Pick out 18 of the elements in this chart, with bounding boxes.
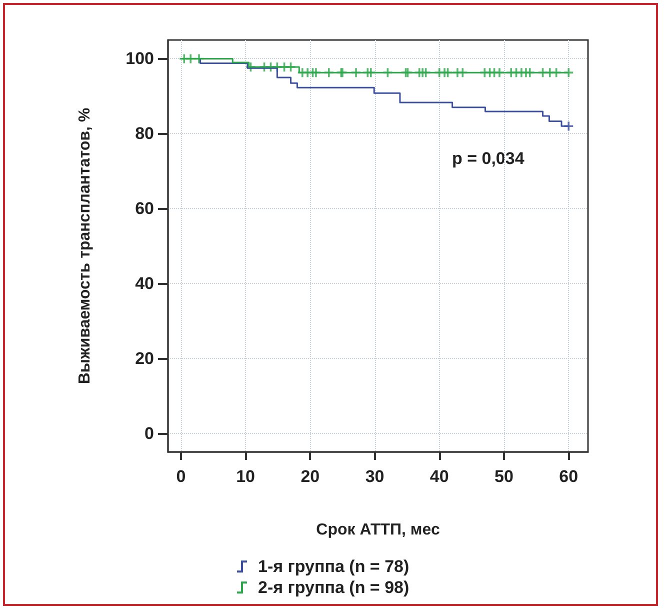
legend-label: 2-я группа (n = 98) (258, 578, 410, 597)
x-tick-label: 40 (430, 467, 449, 486)
legend-label: 1-я группа (n = 78) (258, 557, 410, 576)
y-tick-label: 100 (126, 49, 154, 68)
y-tick-label: 80 (135, 124, 154, 144)
x-axis-title: Срок АТТП, мес (316, 522, 440, 538)
x-tick-label: 20 (300, 467, 320, 486)
x-tick-label: 10 (236, 467, 255, 486)
x-tick-label: 50 (494, 467, 514, 486)
y-tick-label: 20 (135, 348, 154, 368)
annotation: p = 0,034 (452, 149, 525, 168)
x-tick-label: 0 (176, 467, 186, 486)
x-tick-label: 60 (559, 467, 578, 486)
y-tick-label: 40 (135, 274, 154, 293)
y-tick-label: 0 (144, 424, 154, 443)
y-axis-title: Выживаемость трансплантатов, % (76, 108, 94, 384)
x-tick-label: 30 (365, 467, 384, 486)
y-tick-label: 60 (135, 199, 154, 218)
